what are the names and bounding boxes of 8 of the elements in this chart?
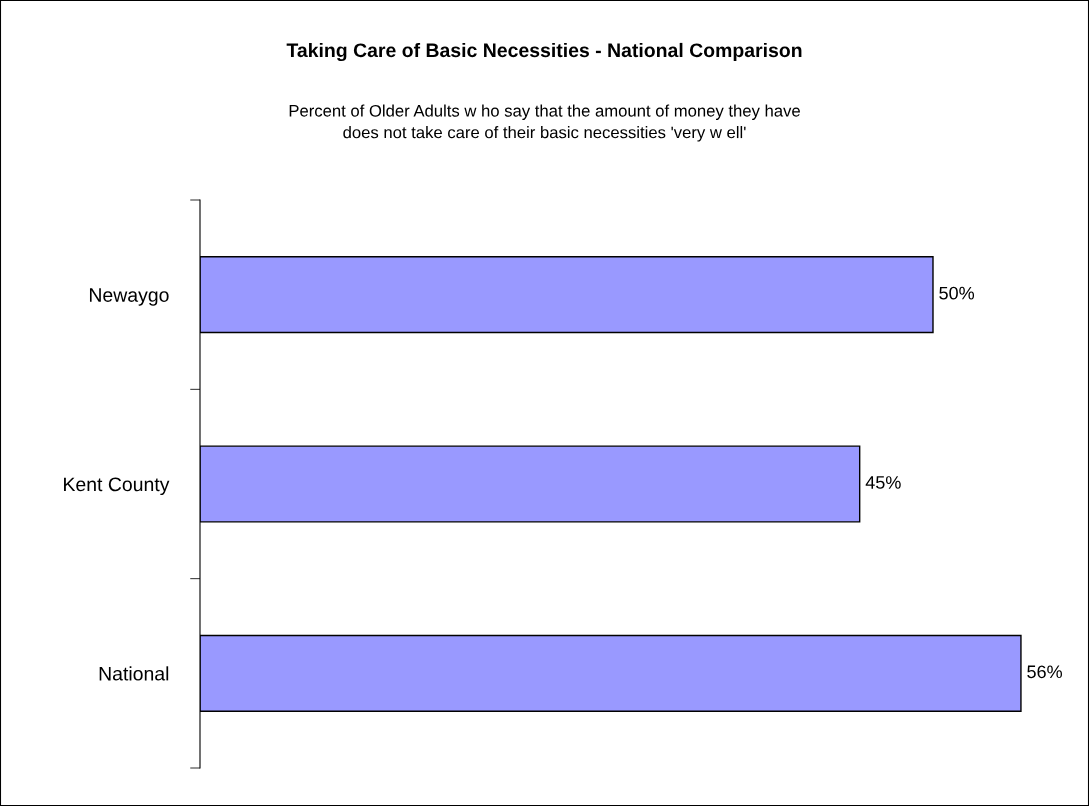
y-tick-label: Kent County	[64, 477, 170, 496]
chart-title: Taking Care of Basic Necessities - National Comparison	[286, 42, 802, 62]
data-label: 50%	[939, 286, 975, 300]
y-tick-label: Newaygo	[89, 288, 169, 306]
chart-subtitle: Percent of Older Adults w ho say that the amount of money they have does not take care of their basic necessities 'very w ell'	[289, 104, 800, 142]
data-label: 56%	[1027, 665, 1062, 679]
data-label: 45%	[865, 476, 901, 489]
y-tick-label: National	[99, 666, 169, 681]
